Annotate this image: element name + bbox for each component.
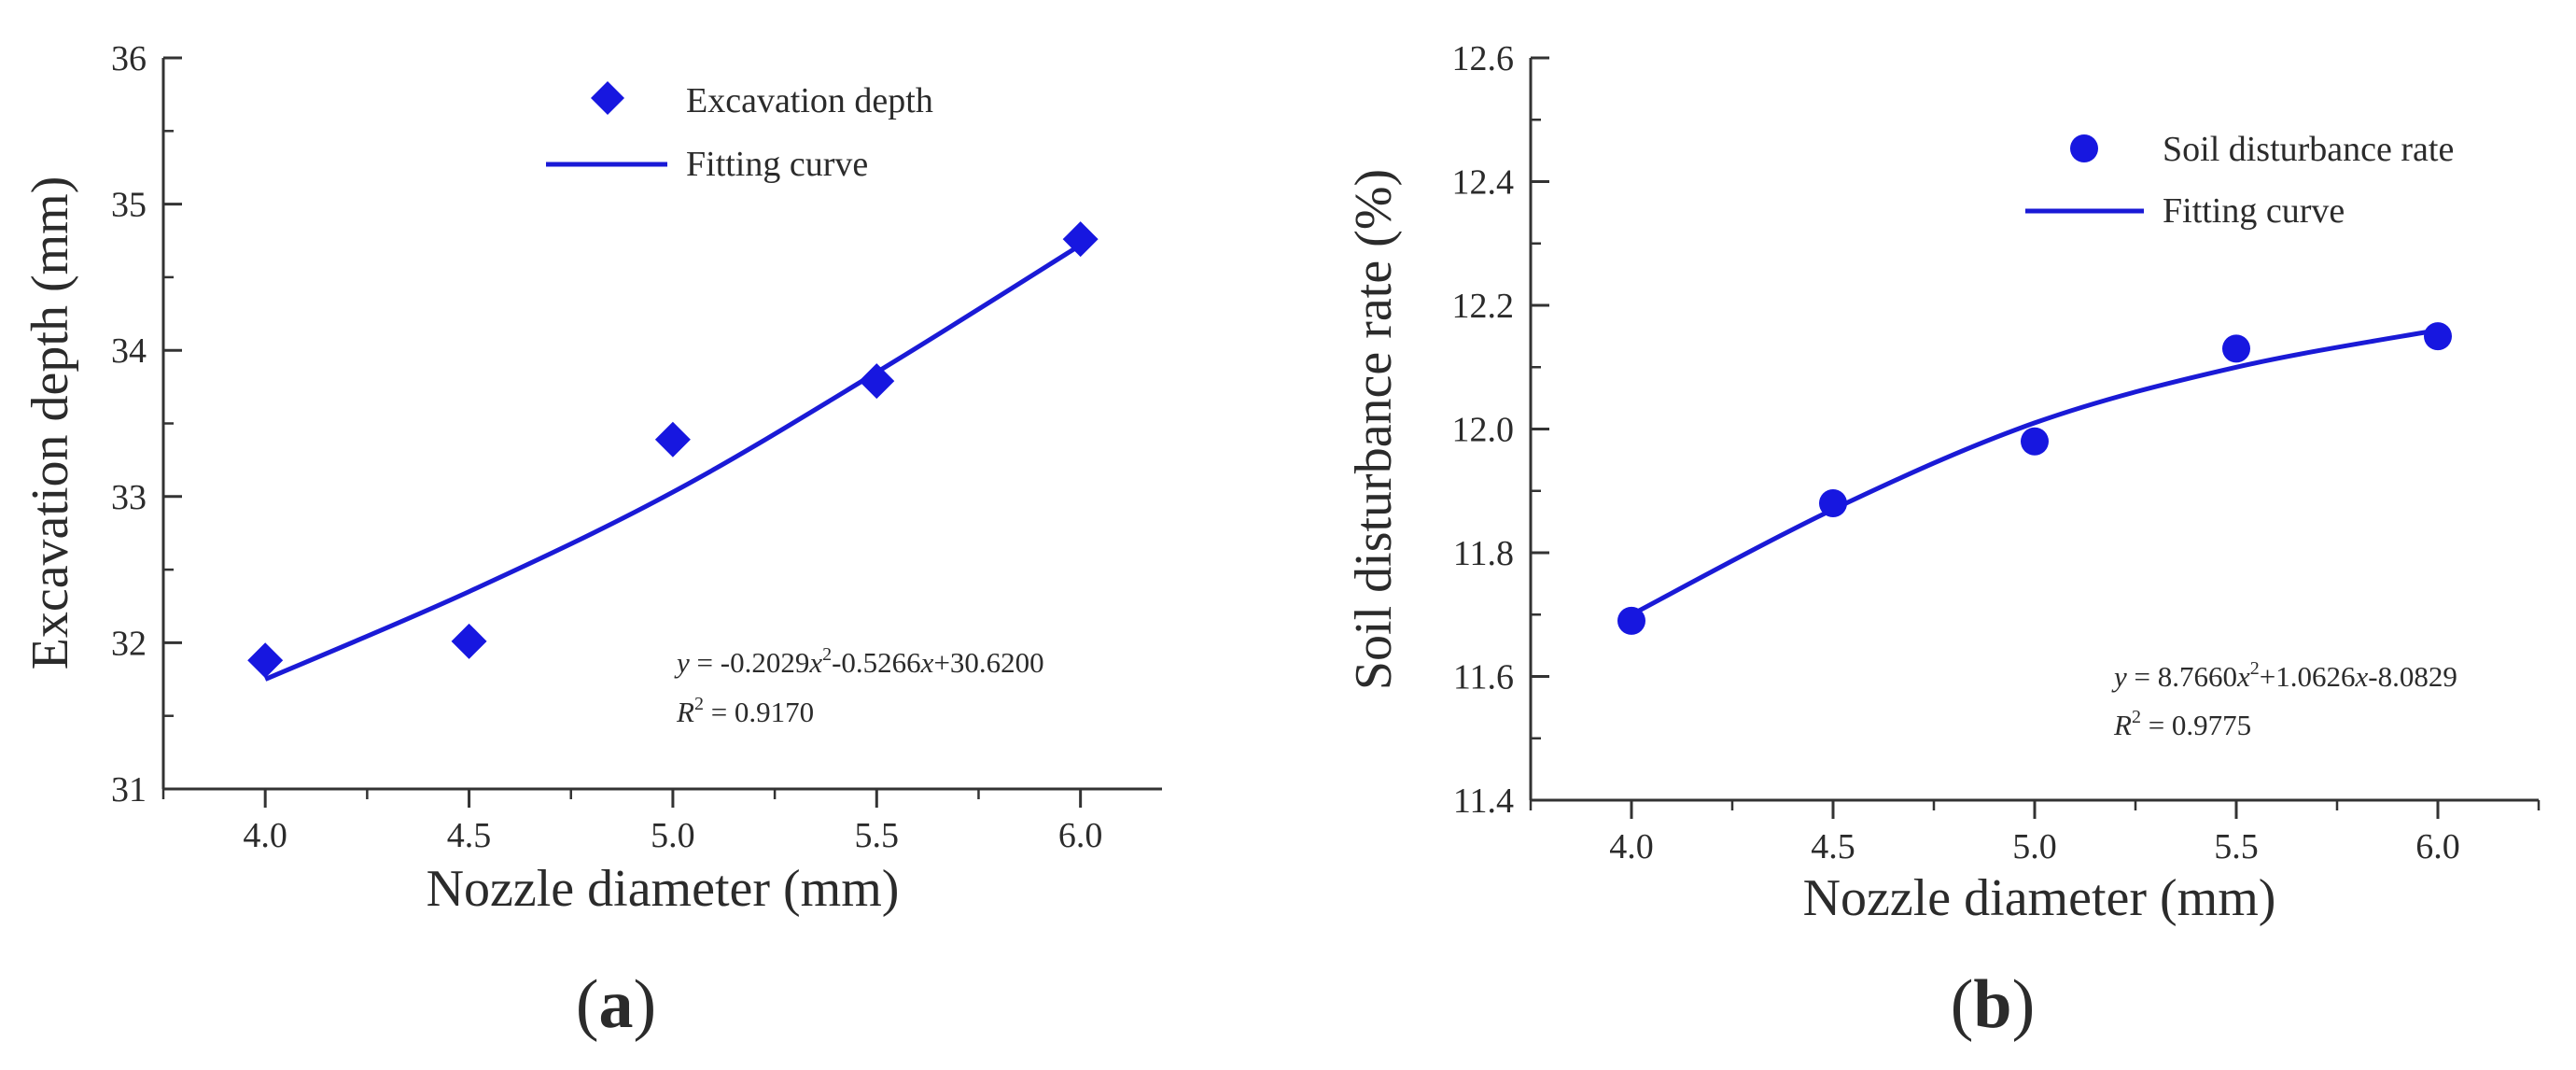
y-tick-label: 11.8: [1453, 534, 1514, 573]
x-axis-title: Nozzle diameter (mm): [1803, 869, 2276, 927]
r2-r: R: [676, 696, 694, 728]
eq-a: = 8.7660: [2127, 660, 2237, 693]
fitting-curve: [1630, 328, 2439, 617]
x-tick-label: 4.0: [1609, 827, 1654, 866]
eq-b: -0.5266: [832, 646, 921, 679]
y-axis-title: Excavation depth (mm): [21, 176, 79, 670]
legend-label-fit: Fitting curve: [686, 145, 868, 184]
x-tick-label: 6.0: [1058, 816, 1103, 855]
eq-a: = -0.2029: [690, 646, 810, 679]
r2-sq: 2: [2132, 707, 2141, 727]
legend-marker: [2070, 134, 2098, 162]
panel-label: (b): [1951, 966, 2035, 1043]
x-tick-label: 5.0: [651, 816, 695, 855]
x-tick-label: 5.5: [855, 816, 900, 855]
data-point: [451, 623, 487, 659]
r-squared: R2 = 0.9170: [676, 694, 814, 728]
y-tick-label: 12.0: [1452, 411, 1515, 450]
y-tick-label: 34: [111, 331, 147, 371]
y-tick-label: 11.6: [1453, 658, 1514, 697]
legend-marker: [591, 81, 624, 115]
eq-y: y: [674, 646, 690, 679]
eq-x2: x: [808, 646, 822, 679]
x-tick-label: 4.0: [243, 816, 287, 855]
chart-panel-a: 31 32 33 34 35 36 4.0 4.5 5.0 5.5 6.0 Nozzle diamet…: [21, 39, 1162, 1043]
eq-c: -8.0829: [2368, 660, 2457, 693]
panel-paren-close: ): [634, 966, 657, 1043]
data-point: [2424, 322, 2452, 351]
fitting-curve: [264, 243, 1083, 682]
data-point: [1062, 221, 1099, 258]
panel-letter: b: [1973, 966, 2011, 1043]
panel-letter: a: [599, 966, 634, 1043]
r2-r: R: [2113, 709, 2132, 741]
y-tick-label: 12.2: [1452, 287, 1515, 326]
r-squared: R2 = 0.9775: [2113, 707, 2251, 741]
fit-equation: y = -0.2029x2-0.5266x+30.6200: [674, 644, 1044, 679]
data-point: [859, 363, 895, 400]
y-tick-label: 32: [111, 624, 147, 663]
eq-sq: 2: [822, 644, 832, 665]
x-axis-title: Nozzle diameter (mm): [427, 860, 900, 918]
y-tick-label: 12.6: [1452, 39, 1515, 78]
data-point: [2222, 334, 2250, 363]
y-tick-label: 33: [111, 478, 147, 517]
panel-paren-close: ): [2012, 966, 2036, 1043]
panel-paren-open: (: [1951, 966, 1974, 1043]
panel-paren-open: (: [576, 966, 599, 1043]
fit-equation: y = 8.7660x2+1.0626x-8.0829: [2111, 658, 2457, 693]
chart-panel-b: 11.4 11.6 11.8 12.0 12.2 12.4 12.6 4.0 4.5 5.0 5.5…: [1345, 39, 2541, 1043]
eq-b: +1.0626: [2260, 660, 2356, 693]
y-tick-label: 35: [111, 186, 147, 225]
r2-value: = 0.9170: [704, 696, 814, 728]
x-tick-label: 5.5: [2214, 827, 2259, 866]
data-point: [654, 421, 691, 458]
data-point: [2021, 427, 2049, 456]
y-tick-label: 12.4: [1452, 163, 1515, 203]
data-point: [1819, 489, 1847, 517]
eq-y: y: [2111, 660, 2127, 693]
x-tick-label: 5.0: [2012, 827, 2057, 866]
legend-label-series: Soil disturbance rate: [2163, 130, 2454, 169]
r2-value: = 0.9775: [2141, 709, 2251, 741]
eq-x2: x: [2236, 660, 2250, 693]
eq-sq: 2: [2250, 658, 2260, 679]
eq-c: +30.6200: [933, 646, 1043, 679]
eq-x1: x: [920, 646, 934, 679]
y-tick-label: 11.4: [1453, 781, 1514, 821]
data-point: [1617, 606, 1645, 635]
data-point: [247, 642, 284, 679]
x-tick-label: 6.0: [2415, 827, 2460, 866]
legend-label-fit: Fitting curve: [2163, 191, 2345, 231]
eq-x1: x: [2355, 660, 2369, 693]
r2-sq: 2: [694, 694, 704, 714]
x-tick-label: 4.5: [1811, 827, 1855, 866]
x-tick-label: 4.5: [447, 816, 492, 855]
y-tick-label: 36: [111, 39, 147, 78]
y-tick-label: 31: [111, 770, 147, 810]
legend-label-series: Excavation depth: [686, 81, 933, 120]
panel-label: (a): [576, 966, 656, 1043]
y-axis-title: Soil disturbance rate (%): [1345, 169, 1403, 690]
